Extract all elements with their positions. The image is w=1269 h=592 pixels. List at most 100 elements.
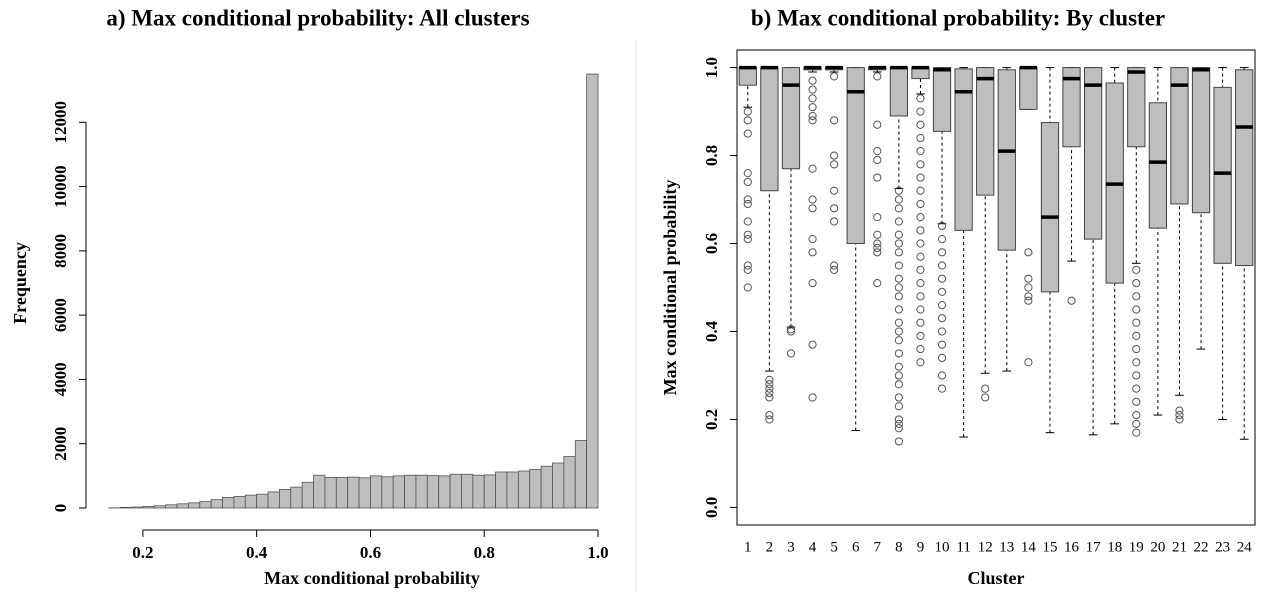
box — [1127, 67, 1146, 148]
y-tick-label: 2000 — [51, 427, 70, 461]
x-tick-label: 12 — [978, 539, 993, 555]
outlier — [1024, 296, 1033, 305]
outlier — [873, 239, 882, 248]
y-tick-label: 8000 — [51, 234, 70, 268]
bar — [404, 474, 417, 509]
box — [1235, 69, 1254, 267]
outlier — [894, 305, 903, 314]
y-axis-label: Frequency — [10, 242, 30, 324]
outlier — [916, 173, 925, 182]
box — [846, 67, 865, 245]
outlier — [1132, 305, 1141, 314]
x-tick-label: 13 — [999, 539, 1014, 555]
outlier — [916, 213, 925, 222]
box — [1191, 67, 1211, 214]
y-tick-label: 1.0 — [702, 57, 721, 78]
outlier — [808, 76, 817, 85]
outlier — [894, 248, 903, 257]
y-tick-label: 12000 — [51, 101, 70, 143]
outlier — [765, 375, 774, 384]
bar — [199, 501, 212, 509]
bar — [119, 506, 132, 509]
x-tick-label: 20 — [1150, 539, 1165, 555]
bar — [370, 475, 383, 509]
outlier — [937, 235, 947, 244]
x-axis-label: Max conditional probability — [264, 568, 480, 588]
outlier — [743, 261, 752, 270]
y-tick-label: 0.4 — [702, 320, 721, 342]
x-tick-label: 14 — [1021, 539, 1037, 555]
outlier — [830, 116, 839, 125]
outlier — [937, 221, 947, 231]
x-tick-label: 19 — [1129, 539, 1144, 555]
bar — [313, 474, 326, 509]
outlier — [743, 235, 752, 244]
y-tick-label: 6000 — [51, 298, 70, 332]
plot-frame — [736, 49, 1256, 526]
outlier — [786, 325, 796, 334]
box — [954, 68, 973, 231]
outlier — [830, 204, 839, 213]
outlier — [916, 318, 925, 327]
y-tick-label: 0.2 — [702, 409, 721, 430]
bar — [449, 473, 462, 509]
outlier — [894, 349, 903, 358]
bar — [529, 469, 542, 509]
y-tick-label: 0 — [51, 504, 70, 513]
outlier — [808, 235, 817, 244]
outlier — [808, 164, 817, 173]
x-tick-label: 16 — [1064, 539, 1080, 555]
bar — [131, 506, 144, 509]
outlier — [743, 217, 752, 226]
bar — [506, 471, 519, 509]
bar — [586, 73, 599, 509]
outlier — [808, 116, 817, 125]
box — [1148, 102, 1168, 229]
outlier — [743, 129, 752, 138]
bar — [552, 462, 565, 509]
outlier — [894, 437, 903, 446]
outlier — [743, 169, 752, 178]
outlier — [1024, 248, 1033, 257]
x-tick-label: 0.6 — [360, 543, 381, 562]
outlier — [937, 261, 947, 270]
outlier — [808, 111, 817, 121]
x-tick-label: 0.8 — [474, 543, 495, 562]
x-tick-label: 10 — [935, 539, 950, 555]
outlier — [937, 384, 947, 393]
outlier — [873, 248, 882, 257]
box — [889, 67, 909, 117]
outlier — [786, 349, 796, 358]
bar — [381, 476, 394, 509]
outlier — [1175, 406, 1184, 415]
outlier — [916, 107, 925, 116]
outlier — [894, 336, 903, 345]
outlier — [830, 72, 839, 81]
x-tick-label: 24 — [1237, 539, 1253, 555]
bar — [495, 471, 508, 509]
outlier — [1175, 410, 1184, 420]
box — [997, 69, 1016, 251]
outlier — [916, 265, 925, 275]
outlier — [937, 340, 947, 349]
outlier — [937, 274, 947, 283]
outlier — [916, 147, 925, 156]
outlier — [1132, 358, 1141, 367]
outlier — [873, 230, 882, 239]
box — [1083, 67, 1103, 240]
outlier — [894, 239, 903, 248]
outlier — [916, 252, 925, 261]
bar — [392, 475, 405, 509]
bar — [256, 493, 269, 509]
outlier — [916, 186, 925, 195]
chart-title: a) Max conditional probability: All clus… — [106, 5, 529, 30]
outlier — [894, 380, 903, 389]
bar — [483, 474, 497, 509]
outlier — [830, 265, 839, 275]
x-tick-label: 18 — [1107, 539, 1122, 555]
outlier — [937, 248, 947, 257]
outlier — [765, 415, 774, 424]
outlier — [808, 393, 817, 402]
outlier — [873, 147, 882, 156]
